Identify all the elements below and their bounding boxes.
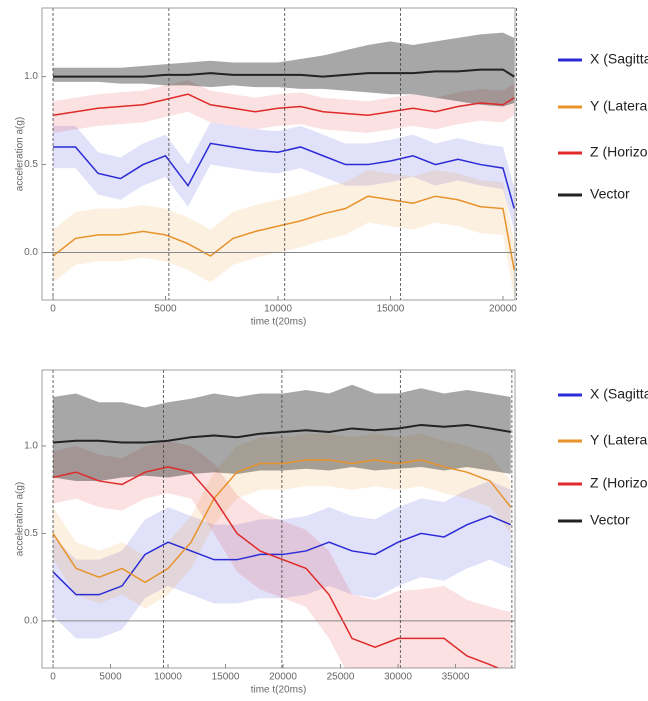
series-line	[52, 515, 512, 596]
legend-label: Y (Lateral	[590, 98, 648, 114]
x-axis-label: time t(20ms)	[251, 685, 307, 696]
confidence-band	[53, 32, 515, 107]
series-line	[52, 93, 515, 117]
x-tick-label: 35000	[442, 672, 470, 683]
x-tick-label: 0	[50, 304, 56, 315]
series-line	[52, 459, 512, 584]
y-tick-label: 1.0	[24, 71, 38, 82]
x-tick-label: 5000	[99, 672, 122, 683]
x-tick-label: 15000	[212, 672, 240, 683]
x-tick-label: 20000	[489, 304, 517, 315]
plot-frame	[41, 7, 516, 301]
x-tick-label: 10000	[154, 672, 182, 683]
x-tick-label: 15000	[377, 304, 405, 315]
y-axis-label: acceleration a(g)	[15, 117, 26, 191]
confidence-band	[53, 433, 511, 609]
x-tick-label: 30000	[384, 672, 412, 683]
y-tick-label: 0.0	[24, 247, 38, 258]
x-axis-label: time t(20ms)	[251, 317, 307, 328]
series-line	[52, 466, 500, 668]
series-line	[53, 68, 515, 78]
legend-label: Z (Horizon	[590, 144, 648, 160]
legend-label: Vector	[590, 186, 630, 202]
legend-label: X (Sagitta	[590, 386, 648, 402]
confidence-band	[53, 122, 515, 230]
y-tick-label: 1.0	[24, 441, 38, 452]
x-tick-label: 0	[50, 672, 56, 683]
legend-label: Z (Horizon	[590, 475, 648, 491]
plot-area	[52, 384, 512, 668]
legend-label: X (Sagitta	[590, 51, 648, 67]
plot-frame	[41, 369, 516, 669]
plot-area	[52, 32, 515, 297]
legend-label: Vector	[590, 512, 630, 528]
x-tick-label: 5000	[154, 304, 177, 315]
y-tick-label: 0.5	[24, 528, 38, 539]
y-axis-label: acceleration a(g)	[15, 482, 26, 556]
series-line	[53, 142, 515, 209]
series-line	[52, 423, 511, 444]
y-tick-label: 0.5	[24, 159, 38, 170]
series-line	[52, 195, 515, 271]
legend-label: Y (Lateral	[590, 432, 648, 448]
x-tick-label: 25000	[327, 672, 355, 683]
x-tick-label: 20000	[269, 672, 297, 683]
confidence-band	[53, 80, 515, 133]
x-tick-label: 10000	[264, 304, 292, 315]
y-tick-label: 0.0	[24, 616, 38, 627]
